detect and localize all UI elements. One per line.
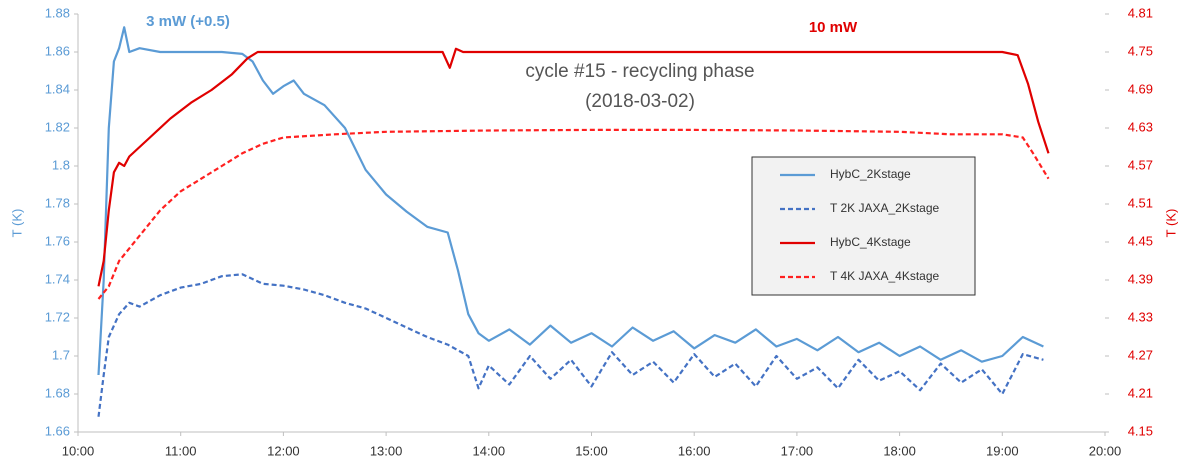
y2-tick-label: 4.63 [1128, 119, 1153, 134]
y2-tick-label: 4.33 [1128, 309, 1153, 324]
chart-subtitle: (2018-03-02) [585, 91, 695, 112]
y-tick-label: 1.7 [52, 347, 70, 362]
x-tick-label: 10:00 [62, 443, 95, 458]
legend-label: HybC_4Kstage [830, 235, 911, 249]
x-tick-label: 15:00 [575, 443, 608, 458]
x-tick-label: 20:00 [1089, 443, 1122, 458]
series-line [97, 26, 1044, 376]
y-tick-label: 1.8 [52, 157, 70, 172]
legend-box [751, 156, 976, 296]
annotation: 10 mW [809, 19, 858, 36]
legend-label: HybC_2Kstage [830, 167, 911, 181]
y-tick-label: 1.78 [45, 195, 70, 210]
series-line [97, 128, 1050, 300]
y-tick-label: 1.66 [45, 423, 70, 438]
legend-label: T 4K JAXA_4Kstage [830, 269, 940, 283]
y2-axis-label: T (K) [1163, 209, 1178, 238]
chart-title: cycle #15 - recycling phase [525, 61, 754, 82]
x-tick-label: 13:00 [370, 443, 403, 458]
y-axis-label: T (K) [9, 209, 24, 238]
y2-tick-label: 4.69 [1128, 81, 1153, 96]
legend-label: T 2K JAXA_2Kstage [830, 201, 940, 215]
y-tick-label: 1.68 [45, 385, 70, 400]
x-tick-label: 14:00 [473, 443, 506, 458]
y-tick-label: 1.74 [45, 271, 70, 286]
y2-tick-label: 4.21 [1128, 385, 1153, 400]
x-tick-label: 16:00 [678, 443, 711, 458]
y-tick-label: 1.82 [45, 119, 70, 134]
y2-tick-label: 4.75 [1128, 43, 1153, 58]
annotation: 3 mW (+0.5) [146, 13, 230, 30]
y2-tick-label: 4.39 [1128, 271, 1153, 286]
y2-tick-label: 4.57 [1128, 157, 1153, 172]
x-tick-label: 19:00 [986, 443, 1019, 458]
x-tick-label: 17:00 [781, 443, 814, 458]
series-line [97, 47, 1050, 287]
y2-tick-label: 4.45 [1128, 233, 1153, 248]
y2-tick-label: 4.81 [1128, 5, 1153, 20]
x-tick-label: 12:00 [267, 443, 300, 458]
x-tick-label: 11:00 [165, 443, 197, 458]
x-tick-label: 18:00 [883, 443, 916, 458]
y-tick-label: 1.88 [45, 5, 70, 20]
y-tick-label: 1.72 [45, 309, 70, 324]
y2-tick-label: 4.15 [1128, 423, 1153, 438]
series-line [97, 273, 1044, 417]
y2-tick-label: 4.27 [1128, 347, 1153, 362]
y-tick-label: 1.86 [45, 43, 70, 58]
y-tick-label: 1.76 [45, 233, 70, 248]
y-tick-label: 1.84 [45, 81, 70, 96]
y2-tick-label: 4.51 [1128, 195, 1153, 210]
